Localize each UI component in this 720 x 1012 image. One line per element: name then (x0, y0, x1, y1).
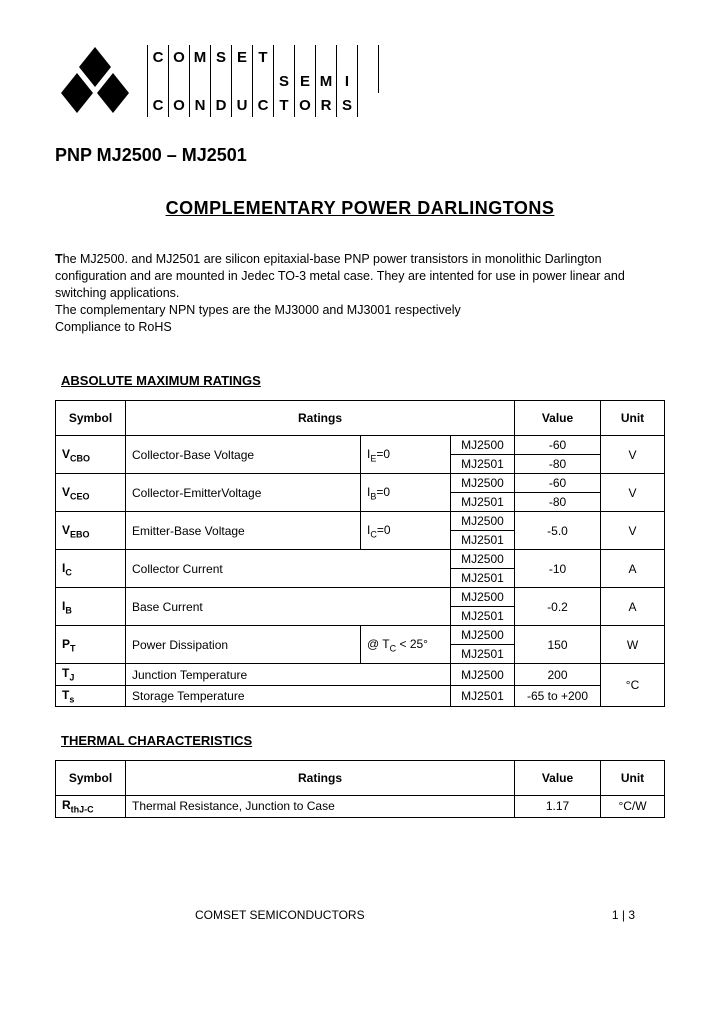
header-symbol: Symbol (56, 401, 126, 436)
table-row: PT Power Dissipation @ TC < 25° MJ2500 1… (56, 626, 665, 645)
logo-block: C O M S E T S E M (55, 45, 665, 117)
logo-text: C O M S E T S E M (147, 45, 379, 117)
description: The MJ2500. and MJ2501 are silicon epita… (55, 251, 665, 335)
footer-page: 1 | 3 (612, 908, 635, 922)
table-row: VCBO Collector-Base Voltage IE=0 MJ2500 … (56, 436, 665, 455)
table-row: TJ Junction Temperature MJ2500 200 °C (56, 664, 665, 685)
logo-cell: C (148, 45, 169, 69)
table-row: VCEO Collector-EmitterVoltage IB=0 MJ250… (56, 474, 665, 493)
table-header-row: Symbol Ratings Value Unit (56, 401, 665, 436)
page-footer: COMSET SEMICONDUCTORS 1 | 3 (55, 908, 665, 922)
table-row: RthJ-C Thermal Resistance, Junction to C… (56, 796, 665, 817)
main-title: COMPLEMENTARY POWER DARLINGTONS (55, 198, 665, 219)
table-row: IC Collector Current MJ2500 -10 A (56, 550, 665, 569)
table-header-row: Symbol Ratings Value Unit (56, 761, 665, 796)
header-ratings: Ratings (126, 401, 515, 436)
header-value: Value (515, 401, 601, 436)
footer-company: COMSET SEMICONDUCTORS (195, 908, 365, 922)
ratings-table: Symbol Ratings Value Unit VCBO Collector… (55, 400, 665, 707)
table-row: IB Base Current MJ2500 -0.2 A (56, 588, 665, 607)
part-title: PNP MJ2500 – MJ2501 (55, 145, 665, 166)
table-row: VEBO Emitter-Base Voltage IC=0 MJ2500 -5… (56, 512, 665, 531)
section-absolute-max: ABSOLUTE MAXIMUM RATINGS (61, 373, 665, 388)
logo-icon (55, 45, 137, 117)
section-thermal: THERMAL CHARACTERISTICS (61, 733, 665, 748)
table-row: Ts Storage Temperature MJ2501 -65 to +20… (56, 685, 665, 706)
header-unit: Unit (601, 401, 665, 436)
datasheet-page: C O M S E T S E M (0, 0, 720, 952)
thermal-table: Symbol Ratings Value Unit RthJ-C Thermal… (55, 760, 665, 817)
